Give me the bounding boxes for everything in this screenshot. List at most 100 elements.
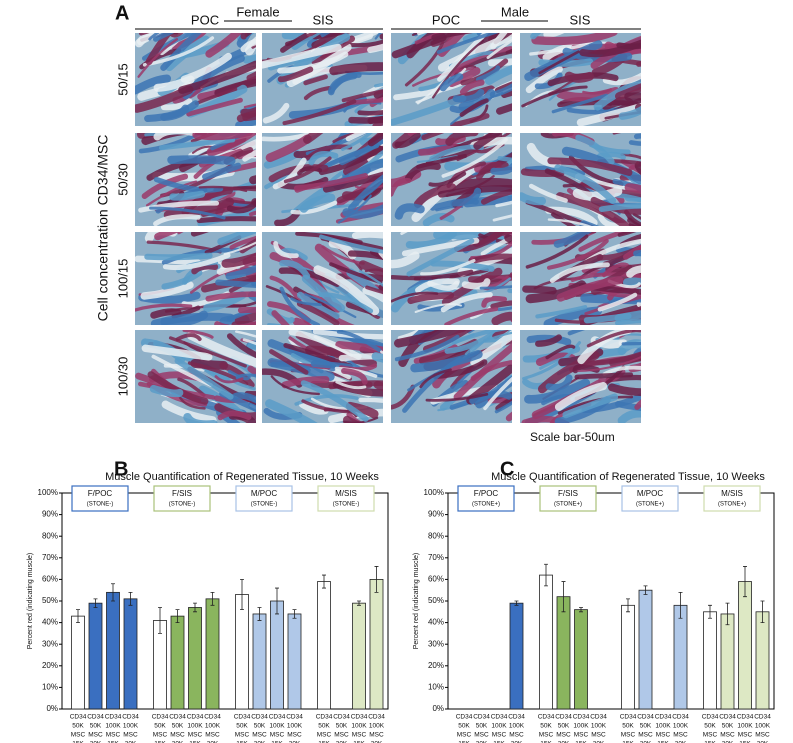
fiber [191,263,219,275]
fiber [490,162,512,175]
x-tick-label: 15K [189,741,201,743]
fiber [554,164,617,204]
group-sublabel: (STONE-) [333,502,360,508]
fiber [521,415,570,423]
fiber [198,185,248,193]
fiber [341,89,383,103]
row-label: 100/15 [115,259,130,299]
x-tick-label: MSC [509,732,524,739]
fiber [319,234,383,254]
fiber [538,58,594,67]
fiber [597,292,638,312]
group-label: M/POC [637,489,663,498]
fiber [205,33,243,58]
fiber [226,333,256,359]
fiber [327,72,358,96]
x-tick-label: CD34 [368,714,385,721]
fiber [335,380,367,390]
x-tick-label: 100K [269,723,285,730]
fiber [422,212,455,226]
fiber [322,171,383,193]
fiber [144,252,213,261]
fiber [413,183,457,208]
error-bar [643,585,648,595]
fiber [343,415,363,423]
fiber [526,334,572,346]
group-sublabel: (STONE+) [554,502,582,508]
fiber [192,133,253,141]
fiber [576,102,641,126]
x-tick-label: MSC [287,732,302,739]
bar [205,598,220,710]
fiber [618,105,641,120]
fiber [593,78,641,111]
fiber [242,149,256,162]
fiber [451,330,508,345]
x-tick-label: MSC [703,732,718,739]
fiber [186,97,243,117]
x-tick-label: 100K [509,723,525,730]
fiber [283,156,332,184]
x-tick-label: MSC [352,732,367,739]
x-tick-label: 15K [353,741,365,743]
x-tick-label: CD34 [620,714,637,721]
fiber [427,280,460,291]
scale-note: Scale bar-50um [530,430,615,444]
fiber [362,82,383,97]
fiber [633,133,641,140]
x-tick-label: CD34 [234,714,251,721]
y-tick-label: 20% [42,661,58,670]
micrograph [391,232,512,325]
group-label: F/SIS [558,489,578,498]
fiber [342,204,383,219]
fiber [332,380,383,397]
fiber [228,274,256,293]
fiber [154,232,180,241]
fiber [535,334,563,347]
fiber [346,412,365,423]
fiber [554,382,608,411]
x-tick-label: 15K [107,741,119,743]
x-tick-label: 50K [558,723,570,730]
fiber [372,120,383,126]
x-tick-label: 30K [289,741,301,743]
fiber [531,33,618,46]
fiber [174,357,234,400]
fiber [367,133,383,147]
column-label: SIS [570,12,591,27]
fiber [538,50,580,75]
fiber [470,330,512,367]
fiber [196,216,256,224]
fiber [217,410,252,421]
fiber [421,133,445,141]
fiber [394,330,467,348]
fiber [168,336,247,368]
fiber [411,33,421,37]
fiber [433,232,509,245]
fiber [215,279,256,288]
fiber [371,352,383,363]
x-tick-label: MSC [539,732,554,739]
fiber [543,33,565,38]
fiber [273,241,299,259]
fiber [135,74,172,95]
x-tick-label: 15K [575,741,587,743]
fiber [187,361,249,386]
fiber [440,292,493,313]
fiber [628,162,641,171]
error-bar [743,566,747,598]
fiber [549,262,610,283]
x-tick-label: MSC [369,732,384,739]
fiber [272,157,307,190]
fiber [414,303,462,314]
y-tick-label: 50% [428,596,444,605]
fiber [528,183,568,203]
fiber [219,362,255,389]
x-tick-label: 30K [207,741,219,743]
x-tick-label: MSC [755,732,770,739]
group-sublabel: (STONE-) [169,502,196,508]
fiber [480,188,512,205]
fiber [495,200,512,208]
error-bar [322,574,326,589]
